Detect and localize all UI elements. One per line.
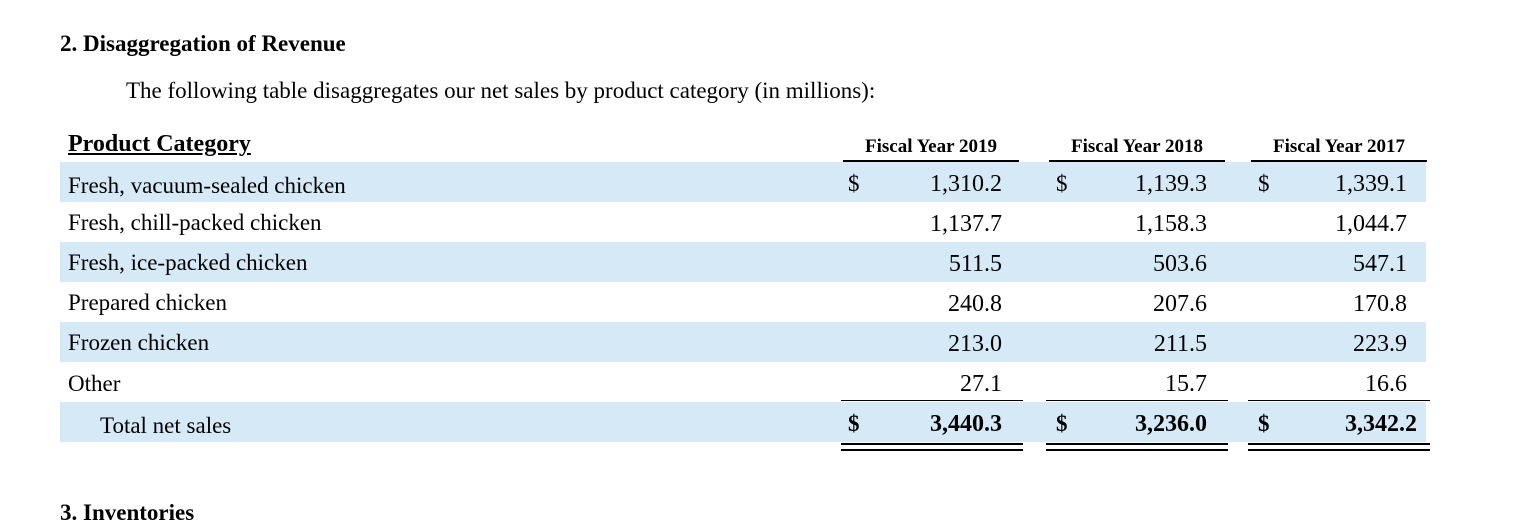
row-label-fresh-chill-packed: Fresh, chill-packed chicken	[68, 210, 322, 235]
currency-symbol: $	[1056, 171, 1068, 196]
currency-symbol: $	[1258, 171, 1270, 196]
column-header-fy2018: Fiscal Year 2018	[1071, 136, 1203, 157]
cell-value: 170.8	[1353, 291, 1407, 317]
section-title: 2. Disaggregation of Revenue	[60, 31, 346, 56]
cell-value: 240.8	[948, 291, 1002, 317]
row-band	[60, 162, 1426, 202]
row-label-fresh-ice-packed: Fresh, ice-packed chicken	[68, 250, 308, 275]
currency-symbol: $	[848, 171, 860, 196]
cell-value: 1,139.3	[1135, 171, 1207, 197]
total-double-rule	[841, 443, 1023, 445]
column-header-fy2017: Fiscal Year 2017	[1273, 136, 1405, 157]
cell-value: 503.6	[1153, 251, 1207, 277]
cell-value: 547.1	[1353, 251, 1407, 277]
total-double-rule	[1046, 443, 1228, 445]
cell-value: 213.0	[948, 331, 1002, 357]
cell-value: 1,339.1	[1335, 171, 1407, 197]
total-value: 3,440.3	[930, 411, 1002, 437]
subtotal-rule	[1046, 400, 1228, 401]
header-underline	[843, 160, 1019, 162]
product-category-header: Product Category	[68, 131, 251, 157]
cell-value: 15.7	[1165, 371, 1207, 397]
cell-value: 211.5	[1153, 331, 1207, 357]
cell-value: 16.6	[1365, 371, 1407, 397]
header-underline	[1251, 160, 1427, 162]
cell-value: 1,310.2	[930, 171, 1002, 197]
cell-value: 207.6	[1153, 291, 1207, 317]
row-label-total-net-sales: Total net sales	[100, 413, 232, 438]
row-label-prepared-chicken: Prepared chicken	[68, 290, 228, 315]
currency-symbol: $	[1258, 411, 1270, 436]
intro-text: The following table disaggregates our ne…	[126, 78, 876, 103]
total-double-rule	[841, 449, 1023, 451]
row-label-fresh-vacuum-sealed: Fresh, vacuum-sealed chicken	[68, 173, 346, 198]
next-section-title: 3. Inventories	[60, 500, 195, 525]
cell-value: 1,137.7	[930, 211, 1002, 237]
cell-value: 1,044.7	[1335, 211, 1407, 237]
total-double-rule	[1248, 443, 1430, 445]
subtotal-rule	[841, 400, 1023, 401]
column-header-fy2019: Fiscal Year 2019	[865, 136, 997, 157]
row-label-other: Other	[68, 371, 121, 396]
row-band	[60, 322, 1426, 362]
cell-value: 1,158.3	[1135, 211, 1207, 237]
header-underline	[1049, 160, 1225, 162]
row-band	[60, 402, 1426, 442]
cell-value: 511.5	[948, 251, 1002, 277]
currency-symbol: $	[848, 411, 860, 436]
total-double-rule	[1248, 449, 1430, 451]
total-double-rule	[1046, 449, 1228, 451]
cell-value: 27.1	[960, 371, 1002, 397]
total-value: 3,342.2	[1345, 411, 1417, 437]
total-value: 3,236.0	[1135, 411, 1207, 437]
cell-value: 223.9	[1353, 331, 1407, 357]
row-label-frozen-chicken: Frozen chicken	[68, 330, 210, 355]
row-band	[60, 242, 1426, 282]
subtotal-rule	[1248, 400, 1430, 401]
currency-symbol: $	[1056, 411, 1068, 436]
